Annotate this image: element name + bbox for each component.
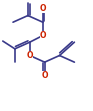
Text: O: O (27, 51, 33, 60)
Text: O: O (41, 71, 48, 80)
Text: O: O (40, 31, 46, 40)
Text: O: O (40, 4, 46, 13)
